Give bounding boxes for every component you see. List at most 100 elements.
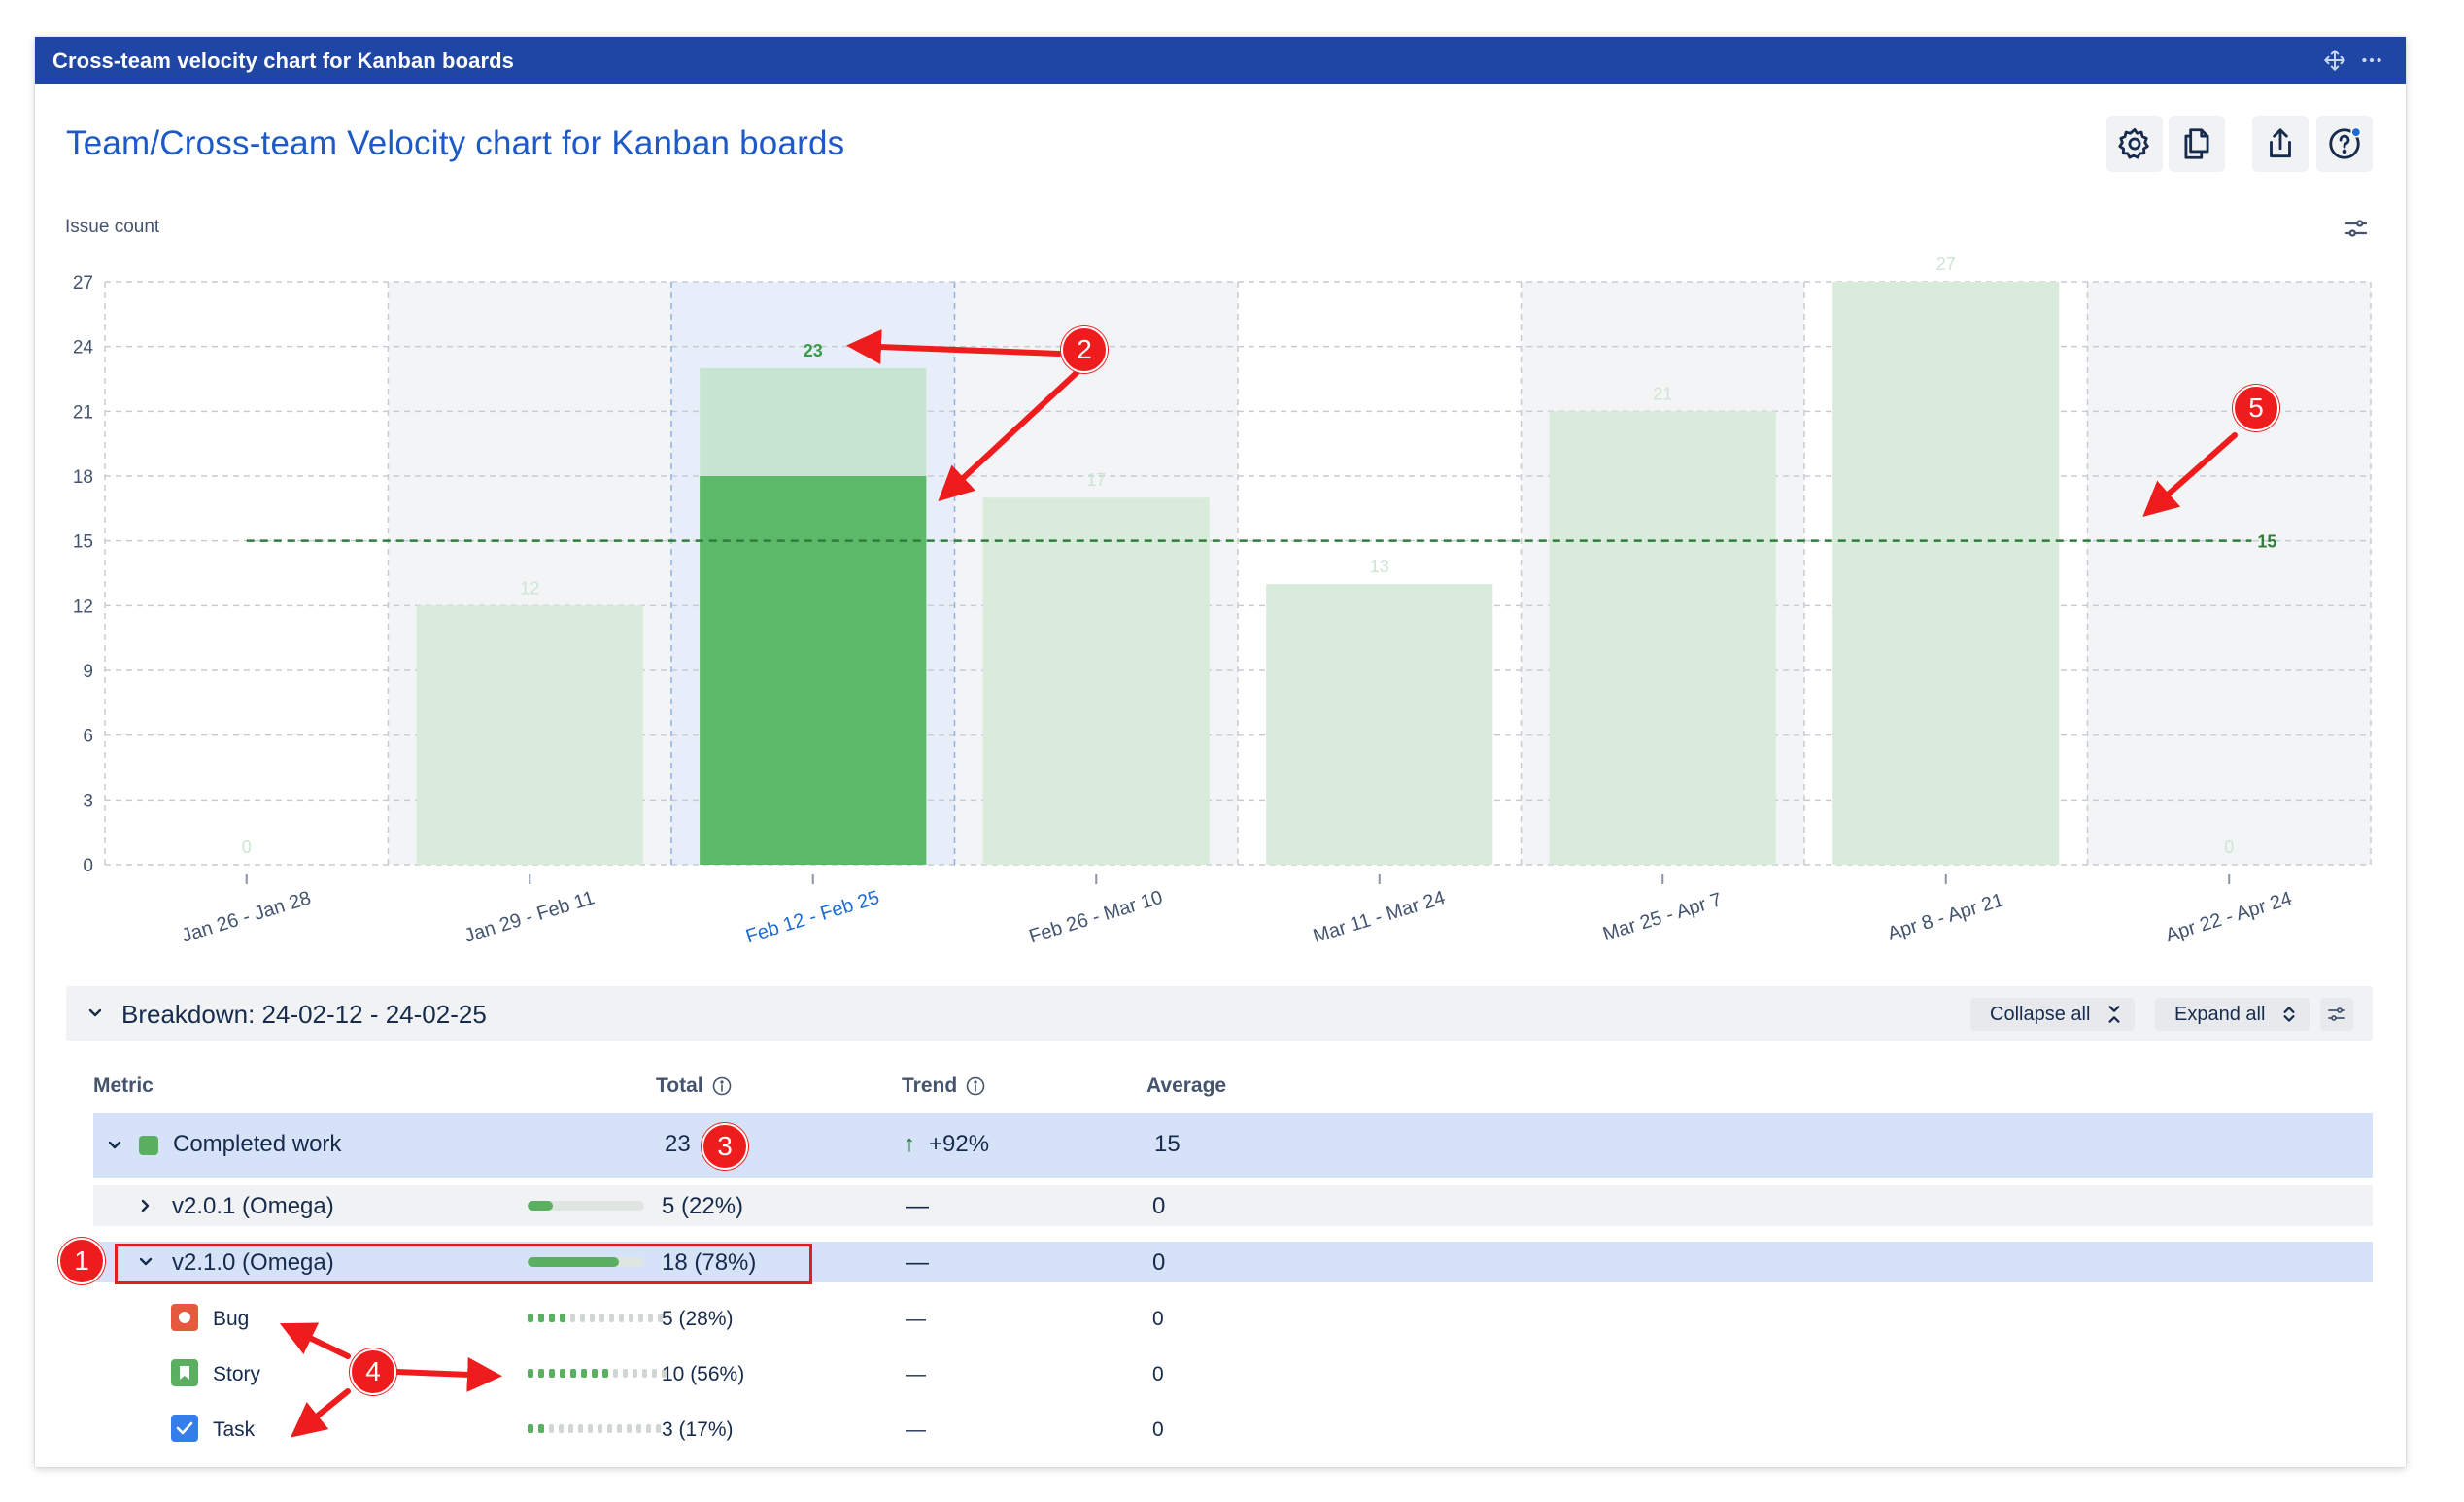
settings-button[interactable]: [2106, 116, 2163, 172]
version-trend: —: [906, 1249, 929, 1276]
more-icon[interactable]: [2359, 48, 2384, 73]
sliders-icon: [2328, 1007, 2345, 1021]
bar-value-label: 27: [1936, 255, 1956, 274]
completed-total: 23: [665, 1131, 691, 1157]
column-trend: Trend: [902, 1075, 986, 1098]
share-dot: [581, 1369, 587, 1378]
version-average: 0: [1152, 1249, 1166, 1276]
y-tick-label: 6: [83, 727, 93, 747]
column-average-label: Average: [1146, 1075, 1227, 1097]
bar: [1266, 584, 1493, 865]
help-icon: [2329, 126, 2362, 159]
chart-filter-icon[interactable]: [2342, 214, 2371, 243]
share-dot: [588, 1424, 593, 1433]
collapse-all-label: Collapse all: [1990, 1003, 2091, 1025]
share-dot: [646, 1424, 651, 1433]
annotation-badge-5: 5: [2233, 385, 2279, 431]
breakdown-title: Breakdown: 24-02-12 - 24-02-25: [121, 1000, 487, 1029]
bar-value-label: 13: [1370, 557, 1389, 576]
share-dot: [613, 1369, 618, 1378]
share-dot: [578, 1424, 583, 1433]
share-dot: [599, 1314, 604, 1322]
gadget-title-bar: Cross-team velocity chart for Kanban boa…: [35, 37, 2406, 84]
bar: [1832, 282, 2060, 865]
issue-type-row-story[interactable]: Story 10 (56%) — 0: [93, 1355, 2373, 1392]
version-total: 18 (78%): [662, 1249, 757, 1276]
expand-all-label: Expand all: [2174, 1003, 2266, 1025]
breakdown-settings-button[interactable]: [2320, 998, 2353, 1031]
info-icon[interactable]: [965, 1075, 986, 1097]
share-dot: [598, 1424, 602, 1433]
info-icon[interactable]: [711, 1075, 733, 1097]
chevron-down-icon[interactable]: [136, 1252, 155, 1272]
chevron-right-icon[interactable]: [136, 1196, 155, 1215]
issue-type-total: 3 (17%): [662, 1418, 734, 1441]
share-dot: [648, 1314, 653, 1322]
velocity-chart: 0 3 6 9 12 15 18 21 24 27 0 Jan 26 - Jan 28 12 Jan 29…: [73, 255, 2372, 948]
completed-work-row[interactable]: Completed work 23 ↑ +92% 15: [93, 1113, 2373, 1178]
column-metric: Metric: [93, 1075, 154, 1098]
column-trend-label: Trend: [902, 1075, 958, 1097]
issue-type-total: 10 (56%): [662, 1363, 745, 1385]
issue-type-label: Task: [213, 1418, 256, 1441]
collapse-all-button[interactable]: Collapse all: [1970, 998, 2136, 1031]
issue-type-total: 5 (28%): [662, 1308, 734, 1330]
version-trend: —: [906, 1193, 929, 1219]
issue-type-label: Story: [213, 1363, 261, 1385]
share-dot: [568, 1424, 573, 1433]
share-dot: [570, 1314, 575, 1322]
column-average: Average: [1146, 1075, 1226, 1098]
issue-type-average: 0: [1152, 1308, 1164, 1330]
bar-value-label: 17: [1086, 470, 1106, 490]
chevron-down-icon[interactable]: [105, 1136, 124, 1155]
annotation-badge-3: 3: [702, 1123, 748, 1170]
share-dot: [560, 1314, 565, 1322]
version-row-v201[interactable]: v2.0.1 (Omega) 5 (22%) — 0: [93, 1185, 2373, 1226]
share-dot: [629, 1314, 633, 1322]
completed-color-swatch: [139, 1136, 158, 1155]
version-label: v2.1.0 (Omega): [172, 1249, 334, 1276]
help-button[interactable]: [2316, 116, 2373, 172]
bar: [416, 605, 643, 865]
share-dot: [580, 1314, 585, 1322]
y-tick-label: 24: [73, 338, 94, 358]
bar: [982, 497, 1210, 865]
version-row-v210[interactable]: v2.1.0 (Omega) 18 (78%) — 0: [93, 1242, 2373, 1282]
bar-value-label: 21: [1653, 384, 1672, 403]
y-tick-label: 27: [73, 273, 93, 293]
share-dots-bar: [528, 1369, 667, 1378]
copy-button[interactable]: [2169, 116, 2225, 172]
share-progress-bar: [528, 1201, 644, 1211]
y-tick-label: 0: [83, 856, 93, 876]
issue-type-row-task[interactable]: Task 3 (17%) — 0: [93, 1411, 2373, 1448]
collapse-icon: [2108, 1006, 2120, 1023]
bar: [1549, 411, 1776, 865]
chevron-down-icon[interactable]: [86, 1004, 105, 1023]
column-total-label: Total: [656, 1075, 703, 1097]
move-icon[interactable]: [2322, 48, 2347, 73]
average-line-label: 15: [2257, 532, 2276, 552]
y-tick-label: 18: [73, 467, 93, 488]
share-dot: [662, 1369, 667, 1378]
expand-all-button[interactable]: Expand all: [2155, 998, 2310, 1031]
share-dot: [602, 1369, 608, 1378]
share-dot: [538, 1369, 544, 1378]
share-dot: [636, 1424, 641, 1433]
expand-icon: [2283, 1007, 2295, 1022]
share-dot: [549, 1424, 554, 1433]
y-tick-label: 3: [83, 791, 93, 811]
issue-type-row-bug[interactable]: Bug 5 (28%) — 0: [93, 1300, 2373, 1337]
bar-selected-highlight: [700, 476, 927, 865]
trend-up-icon: ↑: [904, 1131, 915, 1157]
x-tick-label: Jan 26 - Jan 28: [179, 887, 313, 946]
y-tick-label: 9: [83, 662, 93, 682]
x-tick-label: Feb 26 - Mar 10: [1027, 887, 1166, 948]
bar-value-label: 0: [2224, 837, 2234, 857]
share-dot: [623, 1369, 628, 1378]
breakdown-header: Breakdown: 24-02-12 - 24-02-25 Collapse …: [66, 986, 2373, 1041]
share-button[interactable]: [2252, 116, 2309, 172]
issue-type-label: Bug: [213, 1308, 250, 1330]
bar-value-label: 23: [804, 341, 823, 360]
version-total: 5 (22%): [662, 1193, 744, 1219]
share-dot: [538, 1424, 544, 1433]
